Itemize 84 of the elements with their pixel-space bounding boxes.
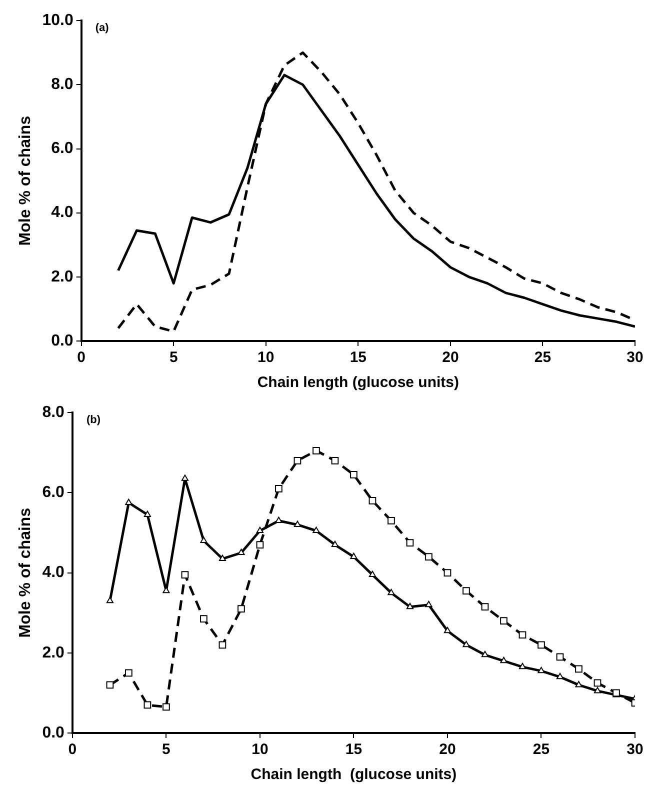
x-tick-label: 0 <box>68 741 77 758</box>
point <box>388 588 395 596</box>
x-tick-label: 30 <box>626 741 644 758</box>
x-tick-label: 0 <box>77 349 86 366</box>
point <box>425 600 432 608</box>
x-tick-label: 10 <box>258 349 274 366</box>
point <box>238 605 245 613</box>
point <box>425 553 432 560</box>
x-tick-label: 10 <box>252 741 268 758</box>
point <box>200 536 208 544</box>
y-axis-title: Mole % of chains <box>17 116 34 246</box>
point <box>218 641 226 649</box>
point <box>294 520 301 527</box>
point <box>500 617 508 625</box>
point <box>444 626 452 634</box>
x-tick-label: 25 <box>534 349 552 366</box>
x-axis-title: Chain length (glucose units) <box>250 766 457 784</box>
point <box>518 662 526 670</box>
annotation: (a) <box>95 22 110 34</box>
x-tick-label: 20 <box>439 741 456 758</box>
x-tick-label: 15 <box>350 349 367 366</box>
y-tick-label: 0.0 <box>51 332 74 350</box>
point <box>275 516 282 523</box>
point <box>162 703 170 711</box>
point <box>556 653 564 661</box>
x-axis-title: Chain length (glucose units) <box>257 374 460 392</box>
point <box>181 571 189 578</box>
point <box>575 680 582 688</box>
point <box>350 552 358 560</box>
point <box>444 569 452 576</box>
point <box>594 679 602 687</box>
point <box>594 686 602 694</box>
y-tick-label: 2.0 <box>42 644 65 662</box>
point <box>368 570 376 578</box>
point <box>200 615 208 623</box>
point <box>181 474 188 481</box>
point <box>331 456 339 464</box>
y-axis-title: Mole % of chains <box>17 508 34 638</box>
y-tick-label: 8.0 <box>51 76 74 94</box>
point <box>144 510 151 517</box>
point <box>294 456 302 464</box>
point <box>312 446 320 454</box>
y-tick-label: 8.0 <box>42 404 65 422</box>
point <box>106 596 114 604</box>
point <box>406 539 414 546</box>
x-tick-label: 15 <box>345 741 362 758</box>
point <box>518 631 526 639</box>
point <box>556 672 564 680</box>
point <box>481 603 489 611</box>
point <box>575 665 582 673</box>
x-tick-label: 30 <box>626 349 644 366</box>
point <box>462 640 470 648</box>
point <box>125 498 132 505</box>
point <box>538 641 545 649</box>
point <box>218 554 226 562</box>
point <box>462 587 470 595</box>
annotation: (b) <box>86 414 101 426</box>
x-tick-label: 5 <box>162 741 170 758</box>
point <box>368 497 376 504</box>
point <box>256 526 264 533</box>
point <box>256 541 264 548</box>
point <box>350 470 358 478</box>
y-tick-label: 4.0 <box>42 564 65 582</box>
y-tick-label: 10.0 <box>42 12 74 30</box>
x-tick-label: 25 <box>532 741 550 758</box>
y-tick-label: 2.0 <box>51 268 74 286</box>
y-tick-label: 6.0 <box>51 140 74 158</box>
point <box>238 548 245 556</box>
point <box>106 681 114 689</box>
y-tick-label: 0.0 <box>42 724 65 742</box>
point <box>388 517 395 524</box>
point <box>144 701 152 709</box>
y-tick-label: 6.0 <box>42 484 65 502</box>
x-tick-label: 20 <box>442 349 459 366</box>
point <box>125 669 132 677</box>
x-tick-label: 5 <box>169 349 178 366</box>
point <box>481 650 489 658</box>
point <box>538 666 545 674</box>
point <box>312 526 320 533</box>
point <box>500 656 508 664</box>
point <box>331 540 338 548</box>
point <box>406 602 414 610</box>
y-tick-label: 4.0 <box>51 204 74 222</box>
point <box>275 485 282 492</box>
